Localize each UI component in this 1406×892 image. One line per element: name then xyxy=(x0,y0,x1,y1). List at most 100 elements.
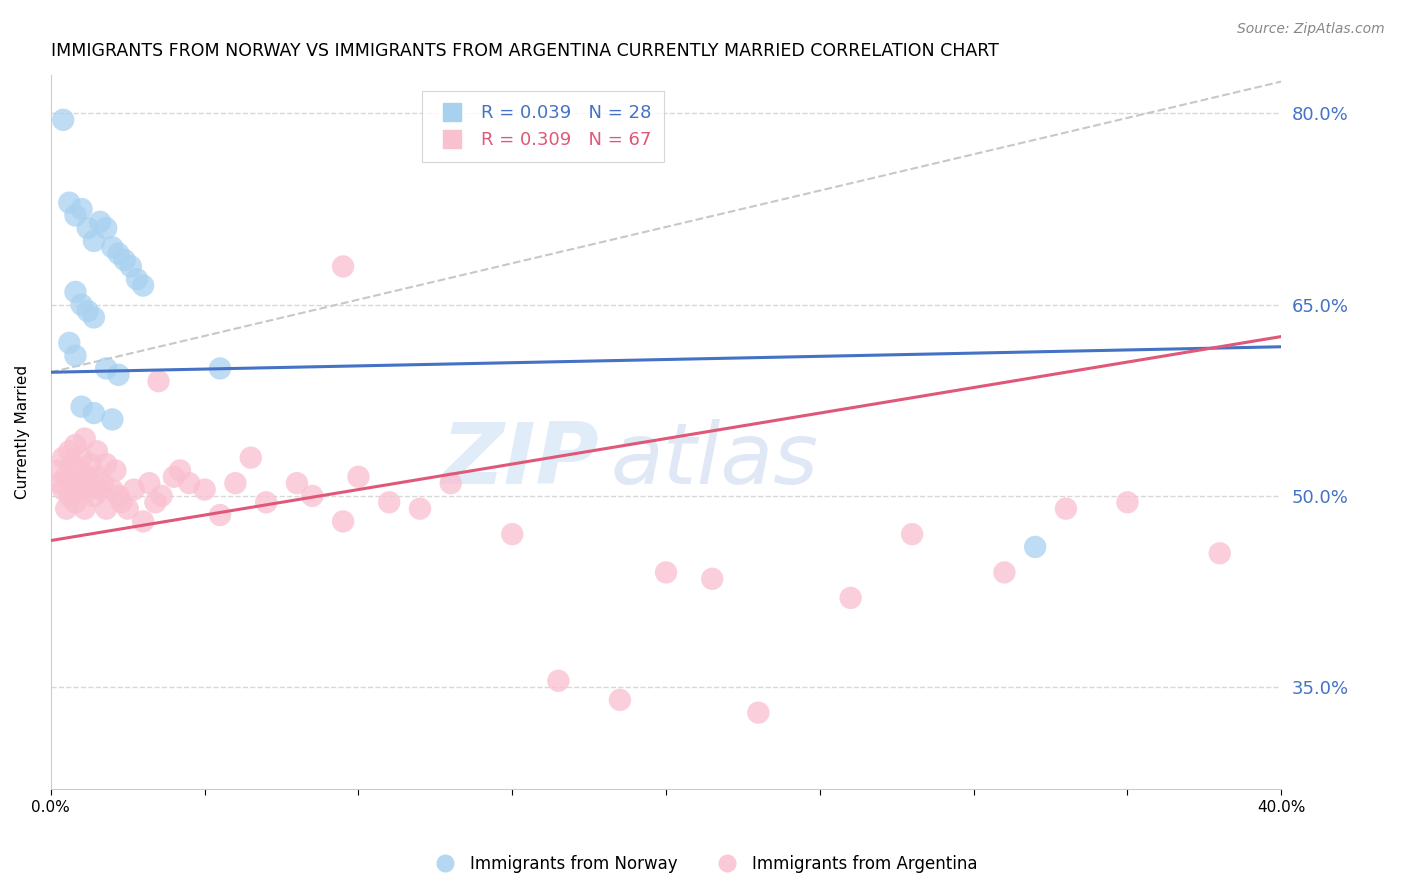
Point xyxy=(1054,501,1077,516)
Point xyxy=(993,566,1015,580)
Point xyxy=(655,566,678,580)
Point xyxy=(332,260,354,274)
Point xyxy=(83,489,105,503)
Point xyxy=(70,298,93,312)
Point xyxy=(55,501,77,516)
Point xyxy=(224,476,246,491)
Point xyxy=(208,508,231,522)
Point xyxy=(67,483,90,497)
Point xyxy=(76,221,98,235)
Point xyxy=(145,495,167,509)
Point xyxy=(120,260,142,274)
Point xyxy=(89,215,111,229)
Point xyxy=(110,495,132,509)
Point xyxy=(86,470,108,484)
Point xyxy=(55,470,77,484)
Legend: R = 0.039   N = 28, R = 0.309   N = 67: R = 0.039 N = 28, R = 0.309 N = 67 xyxy=(422,91,664,161)
Point xyxy=(52,450,75,465)
Point xyxy=(96,361,118,376)
Point xyxy=(702,572,724,586)
Point xyxy=(501,527,523,541)
Point xyxy=(76,304,98,318)
Point xyxy=(76,470,98,484)
Point xyxy=(65,495,87,509)
Y-axis label: Currently Married: Currently Married xyxy=(15,365,30,500)
Point xyxy=(301,489,323,503)
Point xyxy=(179,476,201,491)
Point xyxy=(65,438,87,452)
Point xyxy=(194,483,217,497)
Point xyxy=(1116,495,1139,509)
Point xyxy=(1024,540,1046,554)
Point xyxy=(67,463,90,477)
Point xyxy=(239,450,262,465)
Point xyxy=(285,476,308,491)
Point xyxy=(107,368,129,382)
Point xyxy=(65,349,87,363)
Point xyxy=(70,202,93,216)
Point xyxy=(132,515,155,529)
Point xyxy=(70,450,93,465)
Point xyxy=(107,246,129,260)
Point xyxy=(122,483,145,497)
Point xyxy=(86,444,108,458)
Point xyxy=(70,476,93,491)
Point xyxy=(117,501,139,516)
Point xyxy=(254,495,277,509)
Point xyxy=(839,591,862,605)
Point xyxy=(1209,546,1232,560)
Point xyxy=(114,253,136,268)
Point xyxy=(332,515,354,529)
Point xyxy=(101,483,124,497)
Point xyxy=(58,489,80,503)
Point xyxy=(76,483,98,497)
Text: atlas: atlas xyxy=(610,419,818,502)
Point xyxy=(65,209,87,223)
Point xyxy=(73,501,96,516)
Point xyxy=(101,240,124,254)
Point xyxy=(440,476,463,491)
Point xyxy=(609,693,631,707)
Point xyxy=(138,476,160,491)
Legend: Immigrants from Norway, Immigrants from Argentina: Immigrants from Norway, Immigrants from … xyxy=(422,848,984,880)
Point xyxy=(101,412,124,426)
Point xyxy=(169,463,191,477)
Point xyxy=(132,278,155,293)
Text: IMMIGRANTS FROM NORWAY VS IMMIGRANTS FROM ARGENTINA CURRENTLY MARRIED CORRELATIO: IMMIGRANTS FROM NORWAY VS IMMIGRANTS FRO… xyxy=(51,42,998,60)
Point xyxy=(65,285,87,299)
Point xyxy=(208,361,231,376)
Point xyxy=(901,527,924,541)
Point xyxy=(70,400,93,414)
Point xyxy=(83,310,105,325)
Point xyxy=(378,495,401,509)
Point xyxy=(60,476,83,491)
Text: Source: ZipAtlas.com: Source: ZipAtlas.com xyxy=(1237,22,1385,37)
Point xyxy=(107,489,129,503)
Point xyxy=(96,501,118,516)
Point xyxy=(409,501,432,516)
Point xyxy=(80,457,103,471)
Point xyxy=(49,476,72,491)
Point xyxy=(58,195,80,210)
Point xyxy=(60,457,83,471)
Point xyxy=(83,234,105,248)
Point xyxy=(46,463,69,477)
Point xyxy=(52,112,75,127)
Point xyxy=(83,406,105,420)
Point xyxy=(58,335,80,350)
Point xyxy=(150,489,173,503)
Point xyxy=(96,457,118,471)
Point xyxy=(58,444,80,458)
Point xyxy=(89,483,111,497)
Point xyxy=(125,272,148,286)
Point xyxy=(163,470,186,484)
Point xyxy=(104,463,127,477)
Point xyxy=(91,476,114,491)
Point xyxy=(52,483,75,497)
Point xyxy=(96,221,118,235)
Text: ZIP: ZIP xyxy=(440,419,599,502)
Point xyxy=(148,374,170,388)
Point xyxy=(747,706,769,720)
Point xyxy=(73,432,96,446)
Point xyxy=(347,470,370,484)
